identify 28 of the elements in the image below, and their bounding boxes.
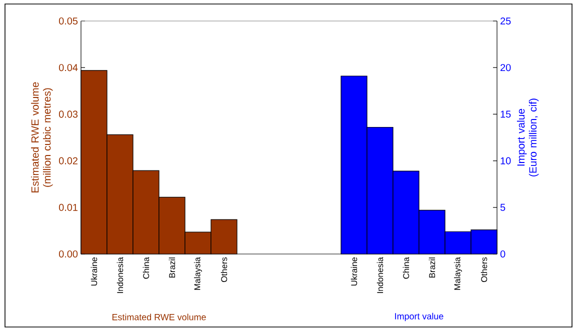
y2-tick-label: 15 — [500, 110, 511, 118]
y2-tick-label: 20 — [500, 64, 511, 72]
y2-tick-label: 10 — [500, 157, 511, 164]
y2-axis-title: Import value (Euro million, cif) — [516, 98, 539, 176]
y2-tick-label: 5 — [500, 204, 506, 211]
y-tick-label: 0.04 — [58, 64, 78, 72]
x-tick-label: Indonesia — [376, 257, 384, 293]
x-tick-label: Ukraine — [90, 257, 98, 286]
y-tick-label: 0.02 — [58, 157, 78, 164]
x-tick-label: China — [402, 257, 410, 279]
y-axis-title: Estimated RWE volume (million cubic metres) — [31, 82, 53, 192]
x-tick-label: Malaysia — [454, 257, 462, 290]
x-tick-label: Brazil — [168, 258, 176, 278]
y-tick-label: 0.01 — [58, 204, 78, 211]
x-tick-label: Ukraine — [350, 257, 358, 286]
x-tick-label: Brazil — [428, 258, 436, 278]
y-tick-label: 0.03 — [58, 110, 78, 118]
x-tick-label: Indonesia — [116, 257, 124, 293]
y-tick-label: 0.00 — [58, 250, 78, 258]
text: Import value — [395, 312, 444, 322]
x-tick-label: China — [142, 257, 150, 279]
y2-tick-label: 25 — [500, 17, 511, 25]
x-tick-label: Others — [480, 257, 488, 282]
x-axis-title: Estimated RWE volume — [112, 314, 206, 320]
x-tick-label: Others — [220, 257, 228, 282]
y2-tick-label: 0 — [500, 250, 506, 258]
y-tick-label: 0.05 — [58, 17, 78, 25]
x-tick-label: Malaysia — [194, 257, 202, 290]
